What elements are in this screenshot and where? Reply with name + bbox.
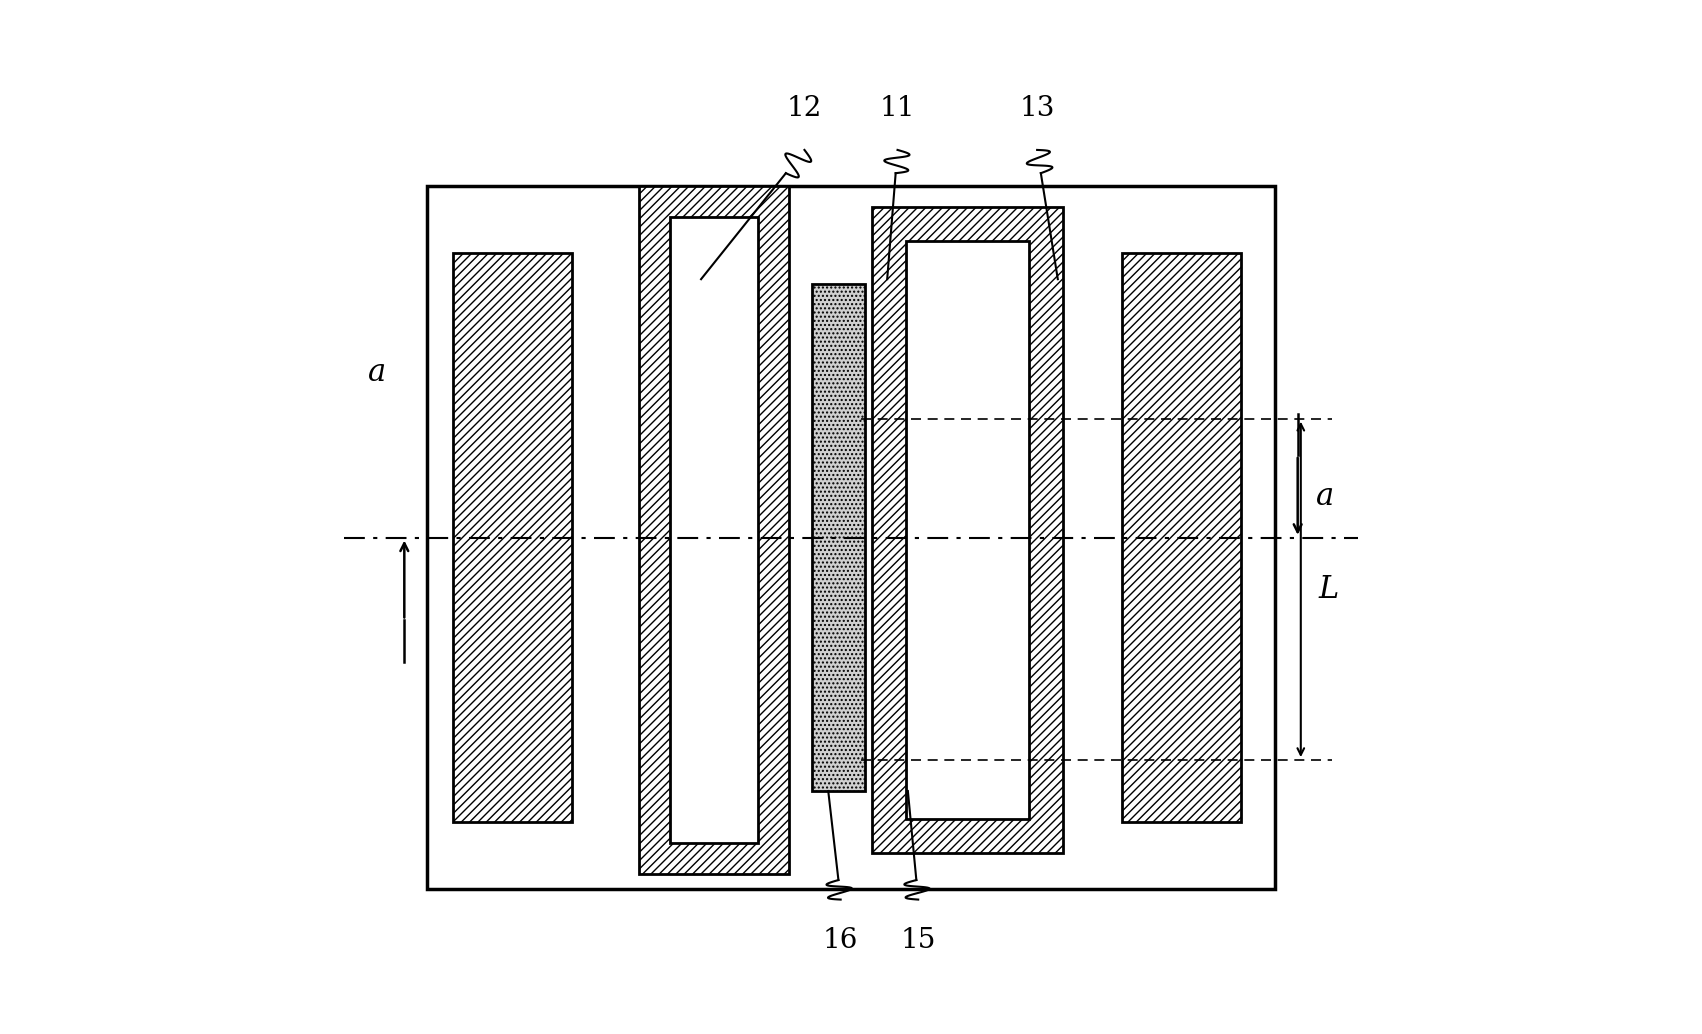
Bar bbox=[427, 186, 1275, 889]
Text: L: L bbox=[1319, 574, 1338, 605]
Text: 15: 15 bbox=[900, 927, 936, 954]
Bar bbox=[1122, 253, 1241, 822]
Text: 16: 16 bbox=[824, 927, 858, 954]
Bar bbox=[812, 284, 866, 791]
Bar bbox=[671, 217, 757, 843]
Text: a: a bbox=[1316, 481, 1334, 512]
Bar bbox=[905, 241, 1028, 819]
Bar bbox=[871, 207, 1064, 853]
Text: a: a bbox=[368, 357, 386, 388]
Text: 13: 13 bbox=[1019, 95, 1055, 122]
Text: 11: 11 bbox=[880, 95, 916, 122]
Bar bbox=[453, 253, 572, 822]
Bar bbox=[638, 186, 790, 874]
Text: 12: 12 bbox=[786, 95, 822, 122]
